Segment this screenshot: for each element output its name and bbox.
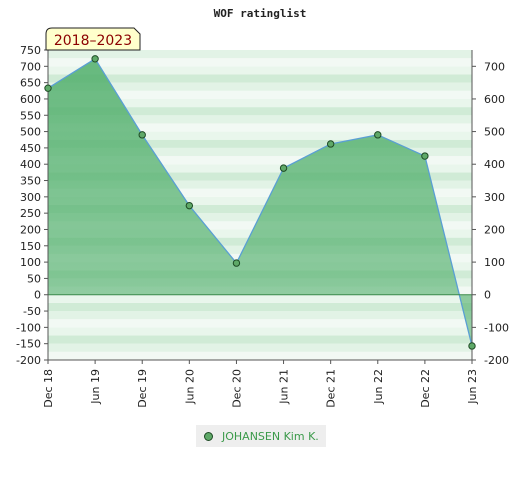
grid-band: [48, 188, 472, 197]
grid-band: [48, 172, 472, 181]
y-right-tick-label: 0: [484, 289, 491, 302]
y-left-tick-label: -150: [16, 338, 41, 351]
grid-band: [48, 90, 472, 99]
y-left-tick-label: 650: [20, 77, 41, 90]
period-badge-box: [45, 27, 141, 51]
y-left-tick-label: 700: [20, 60, 41, 73]
grid-band: [48, 351, 472, 360]
grid-band: [48, 335, 472, 344]
y-right-tick-label: 200: [484, 223, 505, 236]
series-line: [47, 57, 473, 347]
y-axis-right-ticks: 700 600 500 400 300 200 100 0 -100 -200: [472, 60, 509, 367]
data-point: [44, 84, 52, 92]
x-tick-label: Jun 22: [372, 369, 385, 405]
grid-band: [48, 123, 472, 132]
data-point: [421, 152, 429, 160]
x-tick-label: Dec 22: [419, 369, 432, 408]
y-left-tick-label: 0: [34, 289, 41, 302]
grid-band: [48, 294, 472, 303]
y-left-tick-label: -200: [16, 354, 41, 367]
data-point: [326, 140, 335, 148]
y-left-tick-label: 300: [20, 191, 41, 204]
data-point: [185, 201, 194, 210]
grid-band: [48, 82, 472, 91]
period-badge-text: 2018–2023: [54, 33, 132, 49]
y-right-tick-label: 700: [484, 60, 505, 73]
grid-band: [48, 74, 472, 83]
y-right-tick-label: 500: [484, 126, 505, 139]
y-left-tick-label: -100: [16, 321, 41, 334]
y-right-tick-label: 400: [484, 158, 505, 171]
data-points: [44, 55, 476, 350]
grid-band: [48, 180, 472, 189]
data-point: [374, 131, 382, 139]
area-layer: [47, 57, 473, 347]
y-left-tick-label: 550: [20, 109, 41, 122]
legend: JOHANSEN Kim K.: [196, 425, 326, 447]
y-left-tick-label: 400: [20, 158, 41, 171]
y-left-tick-label: -50: [23, 305, 41, 318]
x-tick-label: Jun 19: [89, 369, 102, 405]
x-tick-label: Dec 20: [230, 369, 243, 408]
grid-band: [48, 343, 472, 352]
data-point: [138, 131, 146, 139]
grid-band: [48, 115, 472, 124]
x-tick-label: Dec 18: [42, 369, 55, 408]
grid-band: [48, 311, 472, 320]
grid-band: [48, 131, 472, 140]
grid-band: [48, 50, 472, 59]
data-point: [279, 164, 288, 172]
y-left-tick-label: 750: [20, 44, 41, 57]
legend-marker: [204, 431, 213, 441]
grid-band: [48, 107, 472, 116]
data-point: [232, 259, 241, 267]
grid-band: [48, 139, 472, 148]
grid-band: [48, 156, 472, 165]
series-area: [48, 58, 472, 346]
y-right-tick-label: 600: [484, 93, 505, 106]
y-right-tick-label: -200: [484, 354, 509, 367]
x-tick-label: Dec 19: [136, 369, 149, 408]
data-point: [91, 55, 99, 63]
y-left-tick-label: 450: [20, 142, 41, 155]
grid-band: [48, 58, 472, 67]
y-left-tick-label: 50: [27, 272, 41, 285]
grid-band: [48, 205, 472, 214]
y-left-tick-label: 350: [20, 175, 41, 188]
grid-band: [48, 196, 472, 205]
x-axis-ticks: Dec 18 Jun 19 Dec 19 Jun 20 Dec 20 Jun 21 Dec …: [42, 360, 479, 408]
x-tick-label: Jun 21: [278, 369, 291, 405]
y-right-tick-label: 300: [484, 191, 505, 204]
x-tick-label: Dec 21: [325, 369, 338, 408]
axes: [47, 50, 473, 361]
y-right-tick-label: -100: [484, 321, 509, 334]
grid-band: [48, 164, 472, 173]
y-left-tick-label: 150: [20, 240, 41, 253]
x-tick-label: Jun 23: [466, 369, 479, 405]
y-left-tick-label: 100: [20, 256, 41, 269]
legend-series-name: JOHANSEN Kim K.: [222, 429, 319, 443]
chart-title: WOF ratinglist: [214, 7, 307, 20]
y-left-tick-label: 250: [20, 207, 41, 220]
grid-band: [48, 66, 472, 75]
y-left-tick-label: 500: [20, 126, 41, 139]
x-tick-label: Jun 20: [183, 369, 196, 405]
y-left-tick-label: 200: [20, 223, 41, 236]
period-badge: 2018–2023: [45, 27, 141, 51]
y-left-tick-label: 600: [20, 93, 41, 106]
grid-band: [48, 147, 472, 157]
grid-band: [48, 319, 472, 328]
y-axis-left-ticks: 7507006506005505004504003503002502001501…: [16, 44, 48, 367]
y-right-tick-label: 100: [484, 256, 505, 269]
data-point: [468, 342, 476, 350]
grid-band: [48, 98, 472, 108]
grid-band: [48, 327, 472, 336]
grid-band: [48, 302, 472, 312]
